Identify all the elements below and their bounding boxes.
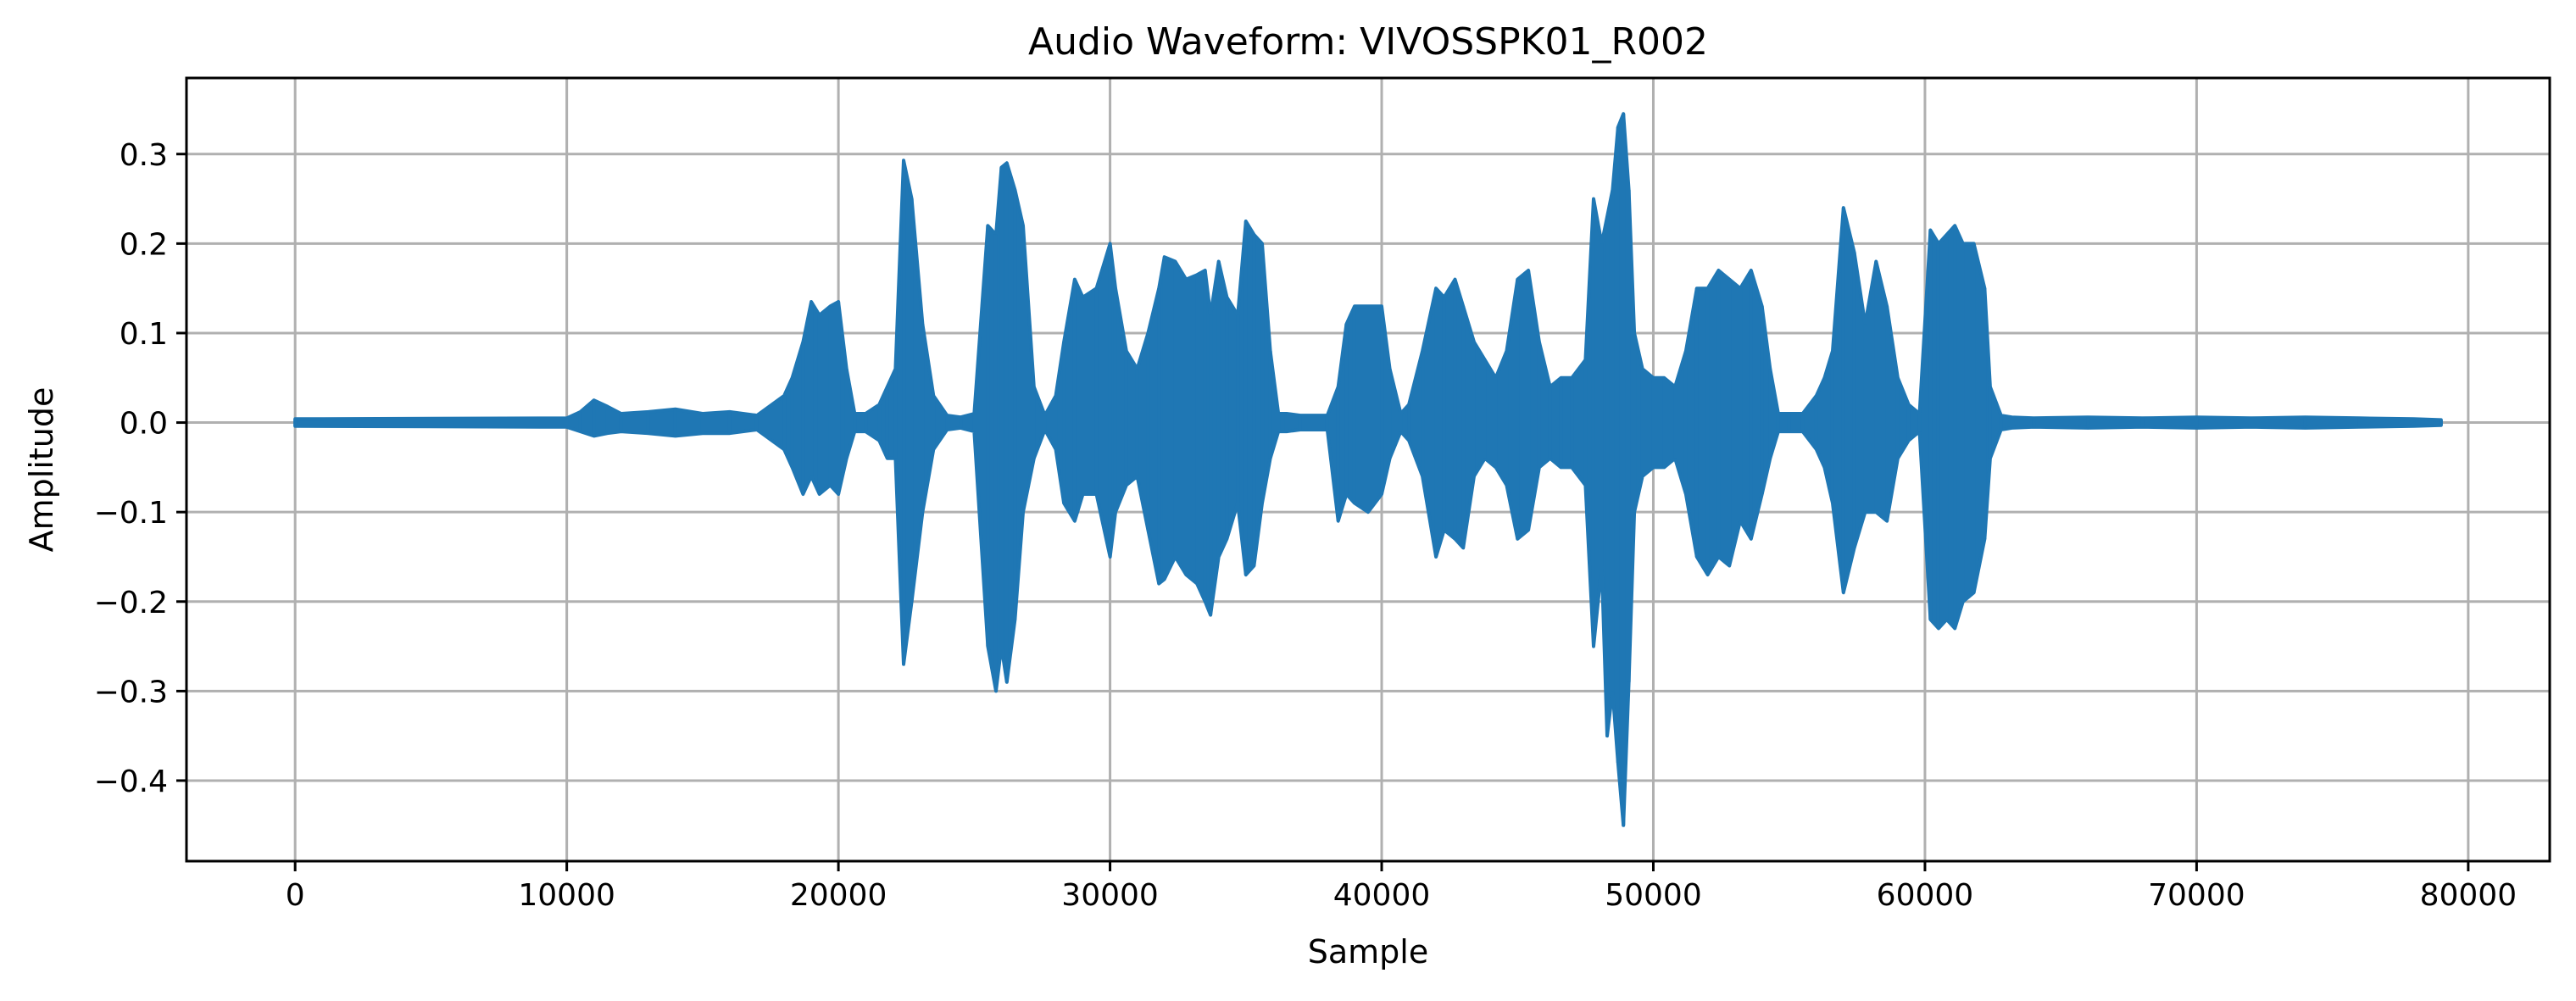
y-tick-label: −0.3 bbox=[94, 675, 168, 709]
y-tick-label: 0.2 bbox=[120, 227, 168, 262]
y-tick-label: 0.3 bbox=[120, 138, 168, 173]
y-tick-label: −0.1 bbox=[94, 496, 168, 531]
plot-frame bbox=[185, 76, 2551, 863]
x-axis-label: Sample bbox=[1308, 933, 1428, 970]
y-tick-label: −0.2 bbox=[94, 586, 168, 620]
x-tick-label: 80000 bbox=[2420, 878, 2518, 913]
x-tick-label: 20000 bbox=[790, 878, 887, 913]
x-tick-label: 0 bbox=[286, 878, 305, 913]
y-tick-label: −0.4 bbox=[94, 765, 168, 799]
x-tick-label: 60000 bbox=[1877, 878, 1974, 913]
x-tick-label: 10000 bbox=[518, 878, 615, 913]
chart-title: Audio Waveform: VIVOSSPK01_R002 bbox=[1028, 20, 1708, 64]
y-axis-label: Amplitude bbox=[23, 387, 60, 553]
plot-area bbox=[293, 112, 2443, 827]
ticks: 0 10000 20000 30000 40000 50000 60000 70000 8000… bbox=[94, 138, 2518, 913]
y-tick-label: 0.0 bbox=[120, 407, 168, 442]
x-tick-label: 50000 bbox=[1605, 878, 1702, 913]
x-tick-label: 30000 bbox=[1061, 878, 1159, 913]
x-tick-label: 40000 bbox=[1333, 878, 1431, 913]
y-tick-label: 0.1 bbox=[120, 317, 168, 352]
x-tick-label: 70000 bbox=[2148, 878, 2245, 913]
